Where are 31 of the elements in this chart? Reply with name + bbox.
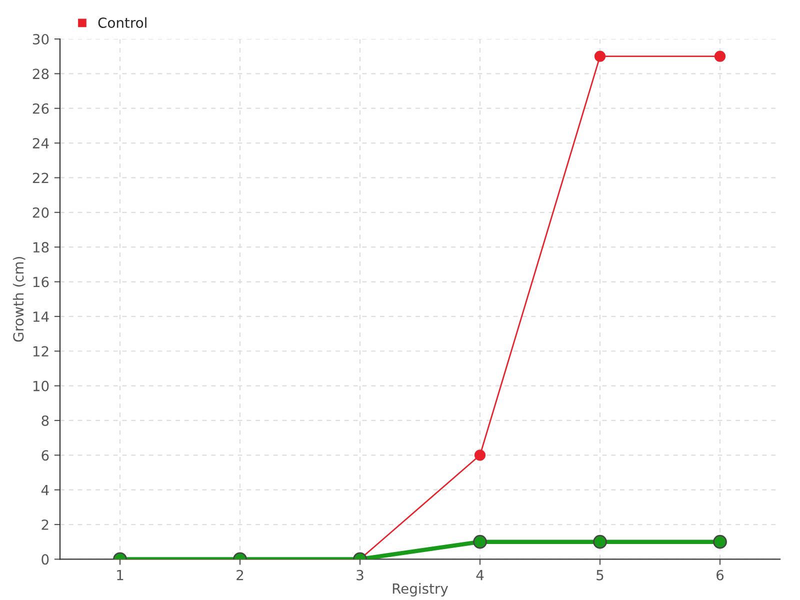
x-tick-label: 2 (236, 570, 244, 580)
x-tick-label: 5 (596, 570, 604, 580)
y-axis-title: Growth (cm) (12, 256, 26, 342)
x-tick-label: 3 (356, 570, 364, 580)
legend-label: Control (98, 17, 146, 28)
x-tick-label: 1 (117, 570, 124, 580)
y-tick-label: 12 (33, 346, 48, 356)
y-tick-label: 26 (32, 103, 49, 114)
point (714, 50, 726, 62)
x-axis-title: Registry (392, 583, 448, 596)
y-tick-label: 28 (32, 68, 49, 80)
point (593, 534, 607, 549)
y-tick-label: 20 (32, 207, 49, 218)
point (473, 534, 487, 549)
y-tick-label: 10 (33, 380, 49, 392)
y-tick-label: 30 (32, 34, 49, 44)
y-tick-label: 16 (33, 276, 49, 288)
y-tick-label: 18 (33, 242, 49, 253)
point (713, 534, 727, 549)
x-tick-label: 6 (716, 570, 724, 580)
y-tick-label: 22 (32, 172, 48, 183)
y-tick-label: 0 (42, 554, 49, 565)
y-tick-label: 4 (41, 484, 49, 496)
y-tick-label: 14 (33, 312, 49, 322)
point (474, 450, 486, 461)
x-tick-label: 4 (476, 570, 484, 580)
point (594, 50, 606, 62)
y-tick-label: 2 (42, 519, 48, 530)
y-tick-label: 6 (42, 450, 49, 461)
y-tick-label: 8 (42, 415, 49, 426)
y-tick-label: 24 (32, 138, 49, 148)
